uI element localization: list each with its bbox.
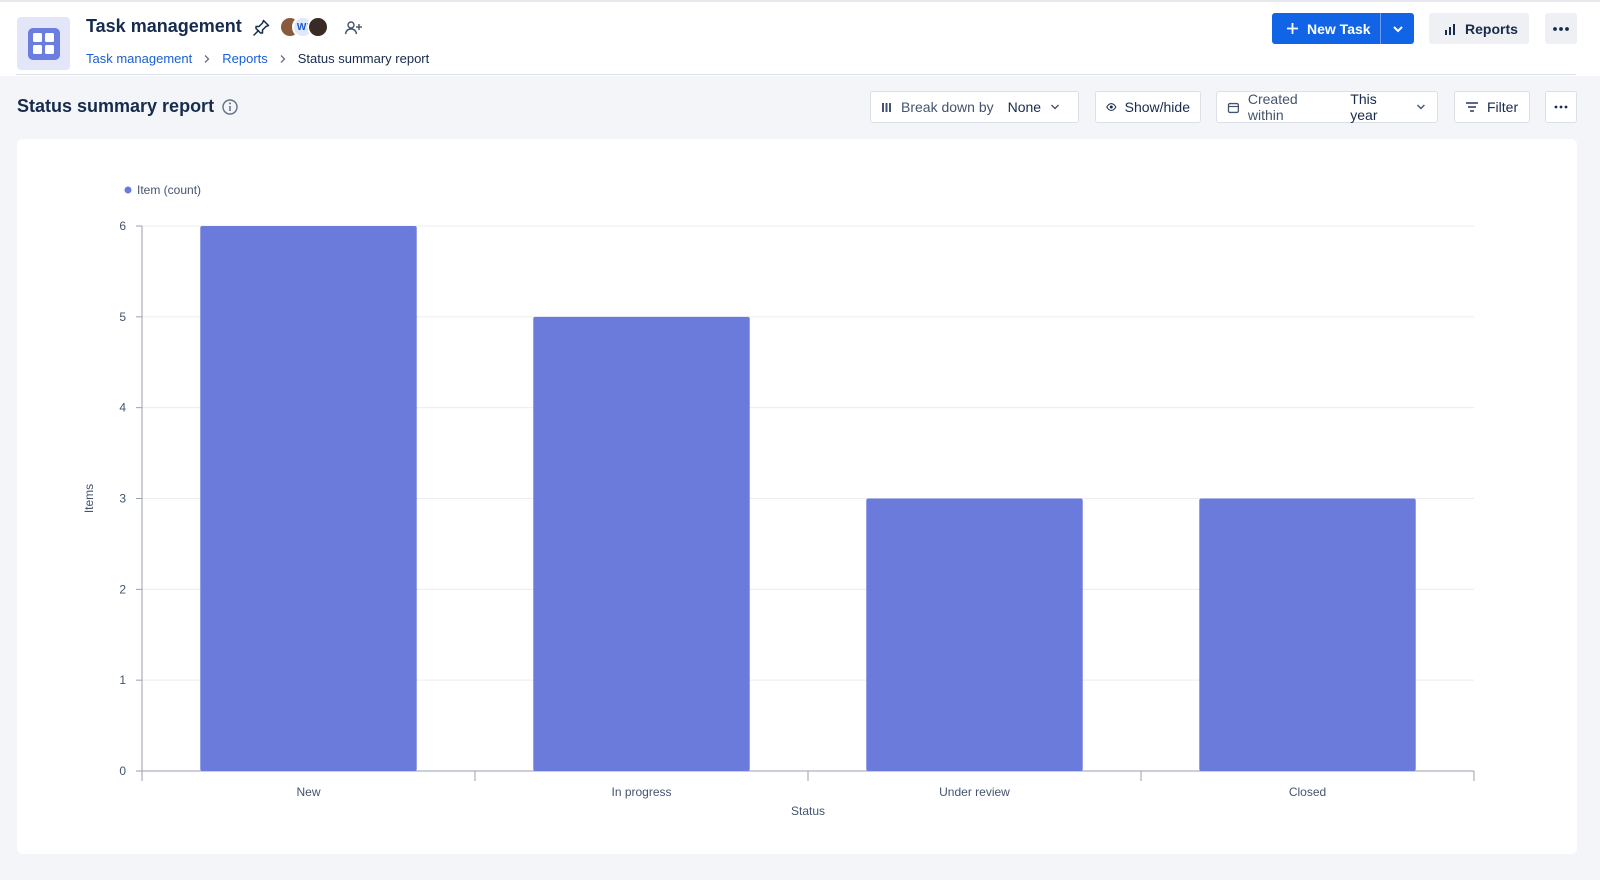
more-icon xyxy=(1554,105,1568,109)
page-header: Task management WI Task management Repor… xyxy=(0,0,1600,76)
page-title: Task management xyxy=(86,16,242,36)
show-hide-label: Show/hide xyxy=(1124,99,1190,115)
y-tick-label: 0 xyxy=(119,764,126,778)
breakdown-label: Break down by xyxy=(901,99,994,115)
y-tick-label: 6 xyxy=(119,219,126,233)
x-tick-label: Closed xyxy=(1289,785,1326,799)
member-avatars[interactable]: WI xyxy=(279,16,331,40)
more-icon xyxy=(1553,26,1569,31)
breadcrumb: Task management Reports Status summary r… xyxy=(86,51,429,66)
chevron-right-icon xyxy=(204,54,210,63)
report-more-button[interactable] xyxy=(1545,91,1577,123)
chevron-down-icon xyxy=(1417,104,1426,110)
y-tick-label: 4 xyxy=(119,401,126,415)
eye-icon xyxy=(1106,103,1117,111)
y-tick-label: 3 xyxy=(119,492,126,506)
chevron-down-icon xyxy=(1051,104,1060,110)
chart-card: 0 1 2 3 4 5 6 New In progress Under review Closed S… xyxy=(17,139,1577,854)
app-grid-icon[interactable] xyxy=(17,17,70,70)
x-tick-label: New xyxy=(296,785,320,799)
bar-chart: 0 1 2 3 4 5 6 New In progress Under review Closed S… xyxy=(82,183,1475,818)
add-user-icon[interactable] xyxy=(343,18,363,38)
new-task-split-button: New Task xyxy=(1272,13,1414,44)
x-tick-label: In progress xyxy=(611,785,671,799)
show-hide-button[interactable]: Show/hide xyxy=(1095,91,1201,123)
breakdown-value: None xyxy=(1007,99,1042,115)
x-axis-title: Status xyxy=(791,804,825,818)
y-tick-label: 2 xyxy=(119,582,126,596)
header-divider xyxy=(16,74,1576,75)
avatar[interactable] xyxy=(307,16,329,38)
breadcrumb-task-management[interactable]: Task management xyxy=(86,51,193,66)
created-within-value: This year xyxy=(1350,91,1378,123)
chevron-down-icon xyxy=(1392,25,1403,32)
filter-icon xyxy=(1466,102,1478,112)
bar-under-review xyxy=(866,498,1083,771)
report-title: Status summary report xyxy=(17,96,215,116)
y-tick-label: 5 xyxy=(119,310,126,324)
breadcrumb-current: Status summary report xyxy=(297,51,430,66)
header-more-button[interactable] xyxy=(1545,13,1577,44)
pin-icon[interactable] xyxy=(251,18,271,38)
created-within-label: Created within xyxy=(1247,91,1298,123)
info-icon[interactable] xyxy=(221,98,239,116)
new-task-label: New Task xyxy=(1307,20,1371,37)
breakdown-select[interactable]: Break down by None xyxy=(870,91,1079,123)
new-task-dropdown-button[interactable] xyxy=(1381,13,1414,44)
legend-label: Item (count) xyxy=(137,183,201,197)
chevron-right-icon xyxy=(280,54,286,63)
breakdown-icon xyxy=(882,103,891,112)
bar-new xyxy=(200,226,417,771)
bar-closed xyxy=(1199,498,1416,771)
filter-button[interactable]: Filter xyxy=(1454,91,1530,123)
bar-chart-icon xyxy=(1445,23,1455,35)
reports-button[interactable]: Reports xyxy=(1429,13,1529,44)
filter-label: Filter xyxy=(1487,99,1519,115)
y-axis-title: Items xyxy=(82,484,96,513)
plus-icon xyxy=(1287,23,1298,34)
split-divider xyxy=(1380,13,1381,44)
bar-in-progress xyxy=(533,316,750,771)
new-task-button[interactable]: New Task xyxy=(1272,13,1380,44)
breadcrumb-reports[interactable]: Reports xyxy=(222,51,268,66)
x-tick-label: Under review xyxy=(939,785,1010,799)
y-tick-label: 1 xyxy=(119,673,126,687)
created-within-select[interactable]: Created within This year xyxy=(1216,91,1438,123)
reports-label: Reports xyxy=(1465,20,1518,37)
calendar-icon xyxy=(1227,102,1240,113)
legend-swatch xyxy=(124,186,132,194)
